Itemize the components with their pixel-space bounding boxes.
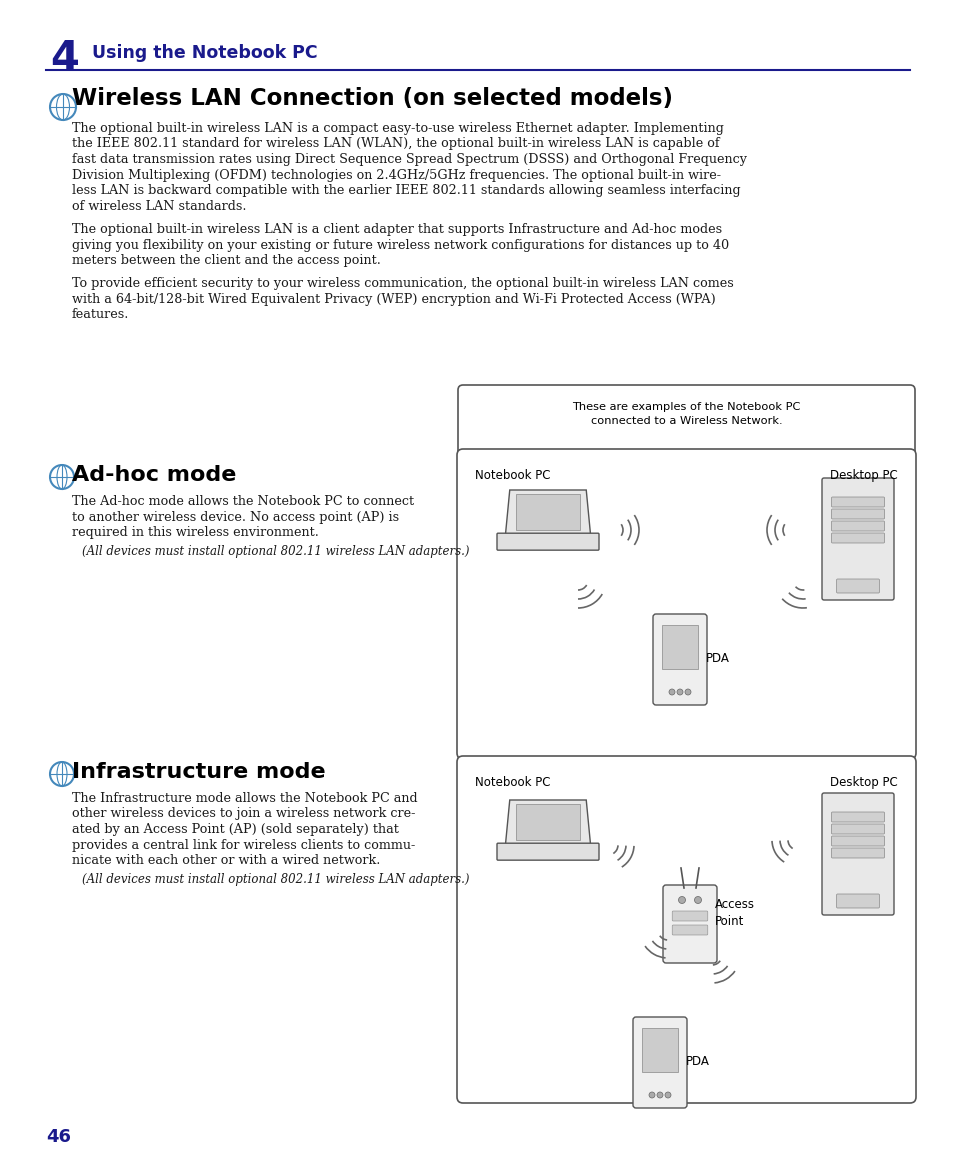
Polygon shape — [505, 800, 590, 844]
FancyBboxPatch shape — [641, 1028, 678, 1072]
FancyBboxPatch shape — [831, 848, 883, 858]
Text: Using the Notebook PC: Using the Notebook PC — [91, 44, 317, 62]
Text: The optional built-in wireless LAN is a client adapter that supports Infrastruct: The optional built-in wireless LAN is a … — [71, 223, 721, 236]
Text: meters between the client and the access point.: meters between the client and the access… — [71, 254, 380, 267]
Text: Desktop PC: Desktop PC — [829, 776, 897, 789]
FancyBboxPatch shape — [661, 625, 698, 669]
FancyBboxPatch shape — [457, 385, 914, 463]
Text: (All devices must install optional 802.11 wireless LAN adapters.): (All devices must install optional 802.1… — [82, 545, 469, 559]
Text: Access
Point: Access Point — [714, 897, 754, 927]
Text: provides a central link for wireless clients to commu-: provides a central link for wireless cli… — [71, 839, 415, 851]
Circle shape — [648, 1091, 655, 1098]
Text: PDA: PDA — [685, 1055, 709, 1068]
FancyBboxPatch shape — [456, 757, 915, 1103]
FancyBboxPatch shape — [672, 911, 707, 921]
FancyBboxPatch shape — [831, 521, 883, 531]
Text: less LAN is backward compatible with the earlier IEEE 802.11 standards allowing : less LAN is backward compatible with the… — [71, 184, 740, 198]
FancyBboxPatch shape — [836, 579, 879, 593]
Text: ated by an Access Point (AP) (sold separately) that: ated by an Access Point (AP) (sold separ… — [71, 824, 398, 836]
Text: to another wireless device. No access point (AP) is: to another wireless device. No access po… — [71, 511, 398, 523]
Text: Ad-hoc mode: Ad-hoc mode — [71, 465, 236, 485]
FancyBboxPatch shape — [831, 509, 883, 519]
Text: Wireless LAN Connection (on selected models): Wireless LAN Connection (on selected mod… — [71, 87, 672, 110]
Text: required in this wireless environment.: required in this wireless environment. — [71, 526, 318, 539]
Text: The Infrastructure mode allows the Notebook PC and: The Infrastructure mode allows the Noteb… — [71, 792, 417, 805]
FancyBboxPatch shape — [516, 804, 579, 840]
FancyBboxPatch shape — [456, 449, 915, 759]
FancyBboxPatch shape — [821, 478, 893, 599]
FancyBboxPatch shape — [831, 812, 883, 822]
Text: other wireless devices to join a wireless network cre-: other wireless devices to join a wireles… — [71, 807, 415, 820]
FancyBboxPatch shape — [516, 494, 579, 530]
FancyBboxPatch shape — [672, 925, 707, 936]
Circle shape — [678, 896, 685, 903]
Text: of wireless LAN standards.: of wireless LAN standards. — [71, 200, 246, 213]
Text: features.: features. — [71, 308, 130, 321]
Text: (All devices must install optional 802.11 wireless LAN adapters.): (All devices must install optional 802.1… — [82, 873, 469, 887]
FancyBboxPatch shape — [652, 614, 706, 705]
Text: Notebook PC: Notebook PC — [475, 776, 550, 789]
FancyBboxPatch shape — [662, 885, 717, 963]
Text: giving you flexibility on your existing or future wireless network configuration: giving you flexibility on your existing … — [71, 238, 728, 252]
FancyBboxPatch shape — [831, 824, 883, 834]
FancyBboxPatch shape — [831, 532, 883, 543]
Text: PDA: PDA — [705, 653, 729, 665]
Text: 4: 4 — [50, 38, 79, 80]
Text: the IEEE 802.11 standard for wireless LAN (WLAN), the optional built-in wireless: the IEEE 802.11 standard for wireless LA… — [71, 137, 719, 150]
Circle shape — [684, 690, 690, 695]
Text: with a 64-bit/128-bit Wired Equivalent Privacy (WEP) encryption and Wi-Fi Protec: with a 64-bit/128-bit Wired Equivalent P… — [71, 293, 715, 306]
FancyBboxPatch shape — [836, 894, 879, 908]
Text: Division Multiplexing (OFDM) technologies on 2.4GHz/5GHz frequencies. The option: Division Multiplexing (OFDM) technologie… — [71, 169, 720, 181]
FancyBboxPatch shape — [497, 534, 598, 550]
Text: The Ad-hoc mode allows the Notebook PC to connect: The Ad-hoc mode allows the Notebook PC t… — [71, 495, 414, 508]
Polygon shape — [505, 490, 590, 535]
Circle shape — [657, 1091, 662, 1098]
Circle shape — [694, 896, 700, 903]
Text: 46: 46 — [46, 1128, 71, 1146]
Text: These are examples of the Notebook PC
connected to a Wireless Network.: These are examples of the Notebook PC co… — [572, 402, 800, 426]
Circle shape — [677, 690, 682, 695]
Text: The optional built-in wireless LAN is a compact easy-to-use wireless Ethernet ad: The optional built-in wireless LAN is a … — [71, 122, 723, 135]
Circle shape — [668, 690, 675, 695]
Circle shape — [664, 1091, 670, 1098]
FancyBboxPatch shape — [831, 836, 883, 845]
FancyBboxPatch shape — [497, 843, 598, 860]
Text: Notebook PC: Notebook PC — [475, 469, 550, 482]
Text: fast data transmission rates using Direct Sequence Spread Spectrum (DSSS) and Or: fast data transmission rates using Direc… — [71, 152, 746, 166]
FancyBboxPatch shape — [633, 1018, 686, 1108]
FancyBboxPatch shape — [821, 793, 893, 915]
Text: Infrastructure mode: Infrastructure mode — [71, 762, 325, 782]
Text: To provide efficient security to your wireless communication, the optional built: To provide efficient security to your wi… — [71, 277, 733, 291]
FancyBboxPatch shape — [831, 497, 883, 507]
Text: Desktop PC: Desktop PC — [829, 469, 897, 482]
Text: nicate with each other or with a wired network.: nicate with each other or with a wired n… — [71, 854, 380, 867]
